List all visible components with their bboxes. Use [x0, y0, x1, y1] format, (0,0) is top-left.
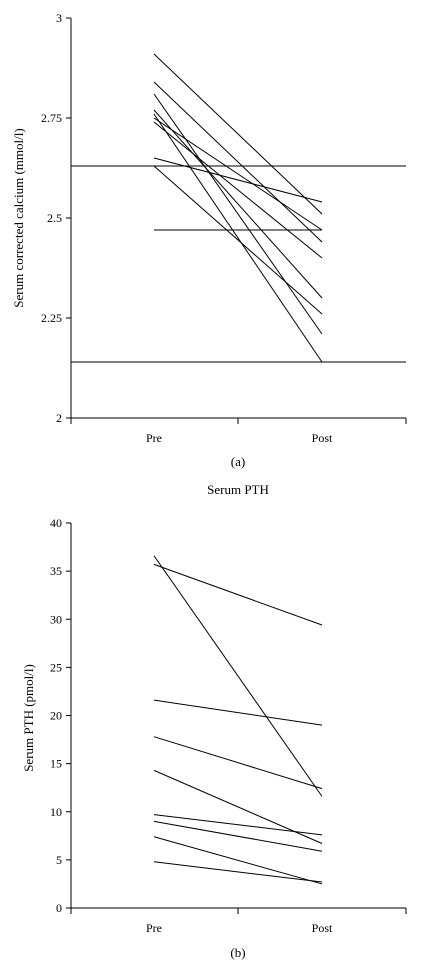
- panel-a-y-ticks: 2 2.25 2.5 2.75 3: [41, 11, 71, 425]
- panel-a-chart: Serum corrected calcium (mmol/l) 2 2.25 2.…: [11, 11, 407, 469]
- panel-a-series-line: [153, 121, 323, 259]
- panel-b-y-tick-label: 30: [50, 612, 62, 626]
- panel-a-series-line: [153, 93, 323, 335]
- panel-b-x-tick-label: Post: [312, 921, 333, 935]
- panel-b-x-tick-label: Pre: [146, 921, 162, 935]
- panel-b-series-line: [153, 836, 323, 885]
- panel-b-y-tick-label: 40: [50, 516, 62, 530]
- panel-b-series-line: [153, 861, 323, 883]
- panel-a-y-tick-label: 3: [56, 11, 62, 25]
- panel-a-series-line: [153, 113, 323, 363]
- panel-b-series-line: [153, 563, 323, 626]
- panel-a-series-line: [153, 109, 323, 299]
- panel-a-y-axis-label: Serum corrected calcium (mmol/l): [11, 128, 26, 307]
- panel-b-series: [153, 555, 323, 885]
- panel-b-series-line: [153, 820, 323, 852]
- panel-a-x-ticks: Pre Post: [70, 418, 407, 445]
- panel-a-x-tick-label: Pre: [146, 431, 162, 445]
- panel-b-series-line: [153, 736, 323, 790]
- panel-b-y-tick-label: 35: [50, 564, 62, 578]
- panel-b-title: Serum PTH: [207, 482, 269, 497]
- panel-b-series-line: [153, 699, 323, 726]
- panel-a-series: [153, 53, 323, 363]
- panel-a-y-tick-label: 2.75: [41, 111, 62, 125]
- panel-a-series-line: [153, 117, 323, 231]
- panel-b-y-tick-label: 10: [50, 805, 62, 819]
- panel-b-y-tick-label: 5: [56, 853, 62, 867]
- panel-a-series-line: [153, 53, 323, 215]
- panel-b-y-tick-label: 0: [56, 901, 62, 915]
- panel-b-chart: Serum PTH Serum PTH (pmol/l) 0 5 10 15 20 25 3…: [21, 482, 407, 960]
- panel-b-y-axis-label: Serum PTH (pmol/l): [21, 664, 36, 772]
- panel-b-series-line: [153, 814, 323, 836]
- panel-b-y-tick-label: 20: [50, 709, 62, 723]
- panel-b-y-ticks: 0 5 10 15 20 25 30 35 40: [50, 516, 71, 915]
- panel-a-y-tick-label: 2: [56, 411, 62, 425]
- panel-a-label: (a): [231, 454, 245, 469]
- panel-a-series-line: [153, 165, 323, 315]
- panel-a-y-tick-label: 2.25: [41, 311, 62, 325]
- panel-b-y-tick-label: 15: [50, 757, 62, 771]
- panel-b-series-line: [153, 555, 323, 797]
- panel-b-x-ticks: Pre Post: [70, 908, 407, 935]
- panel-b-y-tick-label: 25: [50, 660, 62, 674]
- panel-a-x-tick-label: Post: [312, 431, 333, 445]
- panel-a-series-line: [153, 157, 323, 203]
- panel-a-series-line: [153, 81, 323, 243]
- panel-b-label: (b): [230, 945, 245, 960]
- panel-a-reference-lines: [71, 165, 406, 363]
- panel-a-y-tick-label: 2.5: [47, 211, 62, 225]
